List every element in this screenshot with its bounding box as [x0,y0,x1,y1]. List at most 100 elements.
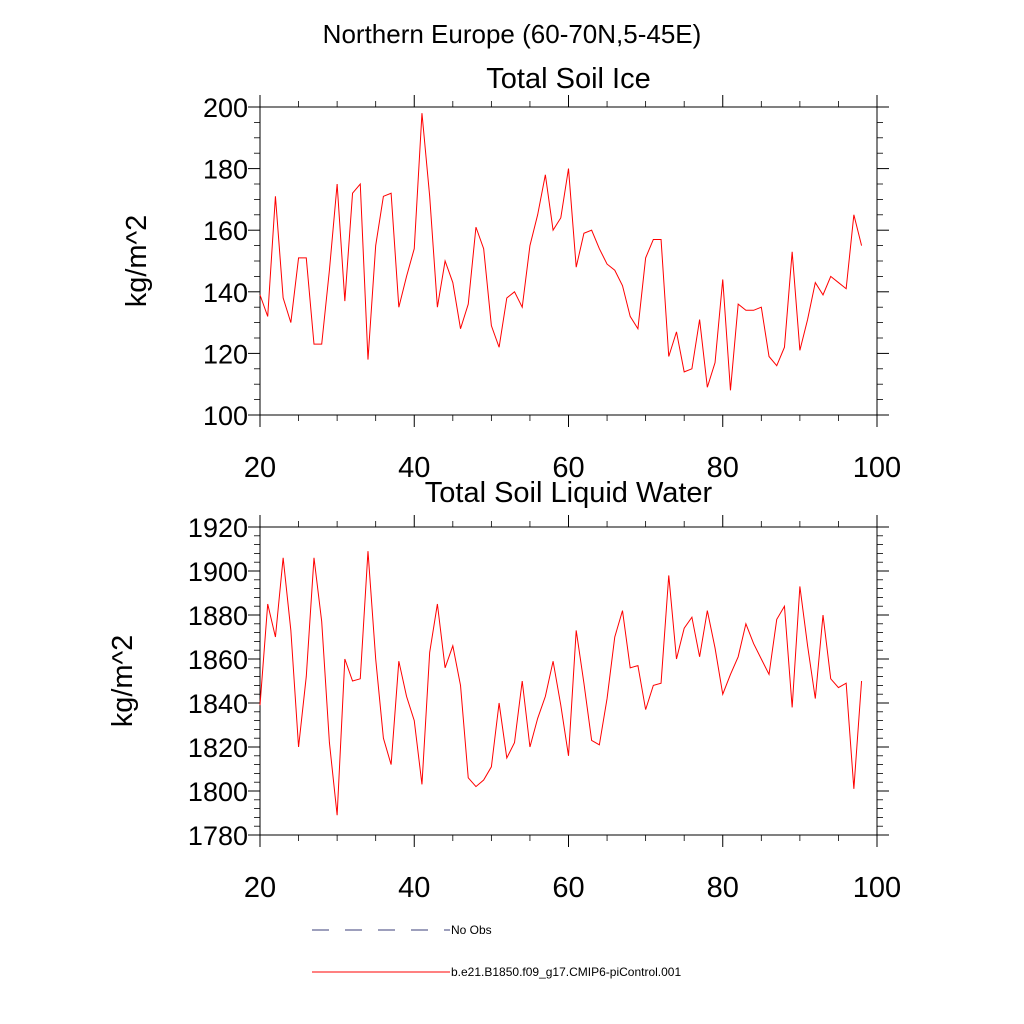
panel0-data-point [336,183,338,185]
panel0-y-tick-label: 180 [203,155,248,185]
panel0-data-point [814,281,816,283]
panel1-data-point [675,658,677,660]
panel1-data-point [768,673,770,675]
panel1-data-point [683,627,685,629]
panel0-data-point [621,284,623,286]
panel0-data-point [799,349,801,351]
panel1-data-point [351,680,353,682]
panel1-data-point [313,557,315,559]
panel0-data-point [691,368,693,370]
panel1-data-point [498,702,500,704]
panel1-data-point [714,647,716,649]
panel0-data-point [683,371,685,373]
panel0-data-point [675,331,677,333]
panel0-chart-title: Total Soil Ice [486,63,650,95]
panel0-data-point [637,328,639,330]
panel0-data-point [359,183,361,185]
panel0-data-point [822,294,824,296]
panel1-data-point [575,629,577,631]
panel1-data-point [367,550,369,552]
panel0-data-point [506,297,508,299]
panel1-data-point [691,616,693,618]
panel0-data-point [382,195,384,197]
panel0-data-point [536,214,538,216]
panel0-data-point [513,291,515,293]
panel1-data-point [413,719,415,721]
panel1-data-point [752,642,754,644]
panel1-data-point [860,680,862,682]
panel0-data-point [344,300,346,302]
panel0-data-point [722,278,724,280]
panel0-data-point [830,275,832,277]
panel1-data-point [336,814,338,816]
panel1-data-point [382,737,384,739]
panel0-data-point [444,260,446,262]
panel1-data-point [305,675,307,677]
panel0-y-tick-label: 100 [203,401,248,431]
panel0-data-point [783,346,785,348]
panel1-data-point [560,704,562,706]
panel0-data-point [652,238,654,240]
panel1-x-tick-label: 20 [244,872,276,904]
panel1-data-point [745,623,747,625]
panel1-x-tick-label: 60 [552,872,584,904]
panel1-data-point [452,645,454,647]
panel1-data-point [583,682,585,684]
panel0-data-point [421,112,423,114]
panel1-data-point [698,656,700,658]
panel1-data-point [398,660,400,662]
panel1-data-point [567,755,569,757]
panel0-data-point [259,294,261,296]
panel1-data-point [267,603,269,605]
panel1-data-point [328,741,330,743]
panel1-data-point [837,686,839,688]
panel1-data-point [506,757,508,759]
panel0-data-point [752,309,754,311]
panel1-data-point [722,693,724,695]
panel0-data-point [575,266,577,268]
panel0-plot-frame [259,106,878,416]
panel0-data-point [768,355,770,357]
panel0-data-point [760,306,762,308]
panel1-data-point [660,682,662,684]
panel0-data-point [806,318,808,320]
panel0-data-point [436,306,438,308]
panel0-data-point [328,269,330,271]
panel0-data-point [644,257,646,259]
panel1-data-point [806,645,808,647]
panel1-data-point [590,739,592,741]
panel1-series-line [259,551,863,816]
panel0-data-point [305,257,307,259]
panel1-x-tick-label: 80 [707,872,739,904]
panel0-data-point [853,214,855,216]
panel0-data-point [290,321,292,323]
panel0-data-point [413,247,415,249]
panel1-data-point [390,763,392,765]
panel1-data-point [290,629,292,631]
panel1-chart-title: Total Soil Liquid Water [425,477,713,509]
panel0-data-point [282,297,284,299]
panel0-x-tick-label: 100 [853,452,901,484]
panel1-data-point [428,651,430,653]
panel1-data-point [421,783,423,785]
panel1-y-tick-label: 1840 [188,689,248,719]
panel0-y-axis-label: kg/m^2 [121,215,153,308]
panel0-data-point [321,343,323,345]
panel0-data-point [274,195,276,197]
panel1-data-point [776,618,778,620]
panel1-data-point [853,788,855,790]
panel1-y-tick-label: 1920 [188,513,248,543]
panel0-data-point [791,251,793,253]
panel1-data-point [475,785,477,787]
panel0-data-point [837,281,839,283]
panel1-data-point [444,667,446,669]
panel1-data-point [513,741,515,743]
panel0-data-point [390,192,392,194]
panel1-data-point [760,658,762,660]
panel1-data-point [814,697,816,699]
panel0-data-point [313,343,315,345]
panel0-data-point [598,247,600,249]
panel0-data-point [729,389,731,391]
panel0-x-tick-label: 40 [398,452,430,484]
panel1-data-point [459,684,461,686]
